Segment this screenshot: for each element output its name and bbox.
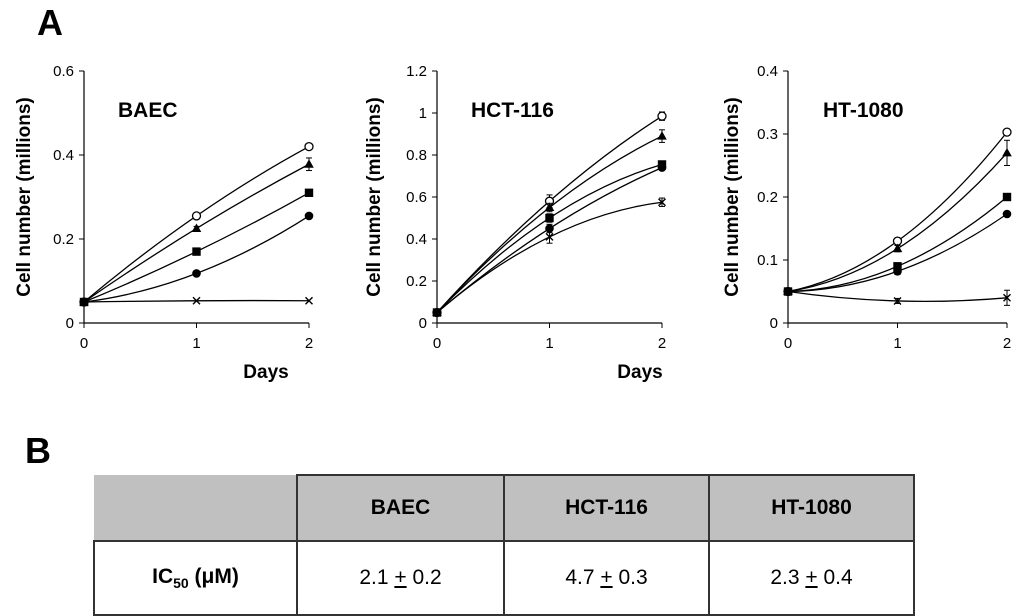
data-point-triangle bbox=[191, 223, 202, 232]
y-tick-label: 0.2 bbox=[406, 273, 427, 290]
chart-title: HT-1080 bbox=[823, 99, 904, 122]
y-axis-label: Cell number (millions) bbox=[14, 97, 35, 297]
data-point-filled-circle bbox=[304, 211, 314, 221]
data-point-filled-circle bbox=[1002, 209, 1012, 219]
data-point-triangle bbox=[1002, 147, 1012, 157]
data-point-cross bbox=[80, 298, 88, 306]
value-error: 0.3 bbox=[618, 566, 648, 589]
data-point-square bbox=[192, 247, 201, 256]
data-point-cross bbox=[658, 198, 666, 207]
y-tick-label: 0.2 bbox=[53, 231, 74, 248]
series-line-filled-circle bbox=[787, 213, 1008, 293]
ic50-value-ht-1080: 2.3 + 0.4 bbox=[708, 540, 915, 616]
data-point-open-circle bbox=[304, 141, 314, 152]
ic50-value-baec: 2.1 + 0.2 bbox=[296, 540, 505, 616]
y-axis-label: Cell number (millions) bbox=[364, 97, 385, 297]
x-tick-label: 2 bbox=[305, 335, 313, 352]
y-axis-label: Cell number (millions) bbox=[722, 97, 743, 297]
value-mean: 2.3 bbox=[770, 566, 800, 589]
x-tick-label: 1 bbox=[893, 335, 901, 352]
value-mean: 4.7 bbox=[565, 566, 595, 589]
chart-title: BAEC bbox=[118, 99, 178, 122]
data-point-square bbox=[545, 213, 554, 223]
ic-unit: (μM) bbox=[188, 564, 239, 588]
data-point-filled-circle bbox=[192, 269, 201, 278]
table-header-row: BAEC HCT-116 HT-1080 bbox=[94, 474, 915, 542]
y-tick-label: 0.8 bbox=[406, 147, 427, 164]
y-tick-label: 1.2 bbox=[406, 63, 427, 80]
chart-title: HCT-116 bbox=[471, 99, 554, 122]
value-error: 0.2 bbox=[412, 566, 442, 589]
data-point-cross bbox=[893, 296, 902, 305]
data-point-cross bbox=[192, 296, 201, 305]
column-header-ht-1080: HT-1080 bbox=[708, 474, 915, 542]
x-tick-label: 0 bbox=[433, 335, 441, 352]
plus-minus-sign: + bbox=[600, 566, 613, 589]
data-point-square bbox=[1002, 192, 1012, 202]
data-point-cross bbox=[545, 232, 554, 241]
data-point-cross bbox=[305, 296, 313, 305]
x-tick-label: 2 bbox=[658, 335, 666, 352]
x-tick-label: 0 bbox=[784, 335, 792, 352]
data-point-square bbox=[893, 262, 902, 271]
ic-label: IC bbox=[152, 564, 174, 588]
y-tick-label: 0.1 bbox=[757, 252, 778, 269]
y-tick-label: 0.4 bbox=[757, 63, 778, 80]
data-point-cross bbox=[433, 308, 441, 317]
column-header-hct-116: HCT-116 bbox=[503, 474, 710, 542]
data-point-triangle bbox=[657, 131, 667, 140]
data-point-triangle bbox=[544, 202, 555, 211]
x-tick-label: 1 bbox=[192, 335, 200, 352]
panel-label-a: A bbox=[37, 2, 63, 43]
data-point-filled-circle bbox=[893, 267, 902, 276]
data-point-triangle bbox=[304, 159, 314, 168]
y-tick-label: 0 bbox=[66, 315, 74, 332]
y-tick-label: 1 bbox=[419, 105, 427, 122]
panel-label-b: B bbox=[25, 430, 51, 471]
y-tick-label: 0.4 bbox=[53, 147, 74, 164]
data-point-triangle bbox=[892, 243, 903, 253]
column-header-baec: BAEC bbox=[296, 474, 505, 542]
value-mean: 2.1 bbox=[359, 566, 389, 589]
x-tick-label: 0 bbox=[80, 335, 88, 352]
data-point-cross bbox=[784, 287, 792, 296]
table-row-ic50: IC50 (μM) 2.1 + 0.2 4.7 + 0.3 2.3 + 0.4 bbox=[93, 540, 915, 616]
data-point-cross bbox=[1003, 293, 1011, 302]
ic-subscript: 50 bbox=[173, 575, 189, 592]
data-point-open-circle bbox=[1002, 127, 1012, 137]
value-error: 0.4 bbox=[823, 566, 853, 589]
plus-minus-sign: + bbox=[805, 566, 818, 589]
y-tick-label: 0.2 bbox=[757, 189, 778, 206]
table-corner-cell bbox=[94, 475, 297, 541]
y-tick-label: 0.6 bbox=[406, 189, 427, 206]
y-tick-label: 0.3 bbox=[757, 126, 778, 143]
x-tick-label: 2 bbox=[1003, 335, 1011, 352]
row-header-ic50: IC50 (μM) bbox=[93, 540, 298, 616]
data-point-open-circle bbox=[191, 211, 202, 221]
data-point-square bbox=[304, 188, 314, 197]
data-point-open-circle bbox=[657, 111, 667, 121]
plus-minus-sign: + bbox=[394, 566, 407, 589]
x-axis-label: Days bbox=[243, 362, 288, 383]
ic50-table: BAEC HCT-116 HT-1080 IC50 (μM) 2.1 + 0.2… bbox=[93, 474, 915, 616]
y-tick-label: 0.4 bbox=[406, 231, 427, 248]
y-tick-label: 0.6 bbox=[53, 63, 74, 80]
x-axis-label: Days bbox=[617, 362, 662, 383]
y-tick-label: 0 bbox=[419, 315, 427, 332]
ic50-value-hct-116: 4.7 + 0.3 bbox=[503, 540, 710, 616]
x-tick-label: 1 bbox=[545, 335, 553, 352]
y-tick-label: 0 bbox=[770, 315, 778, 332]
data-point-filled-circle bbox=[657, 163, 667, 172]
